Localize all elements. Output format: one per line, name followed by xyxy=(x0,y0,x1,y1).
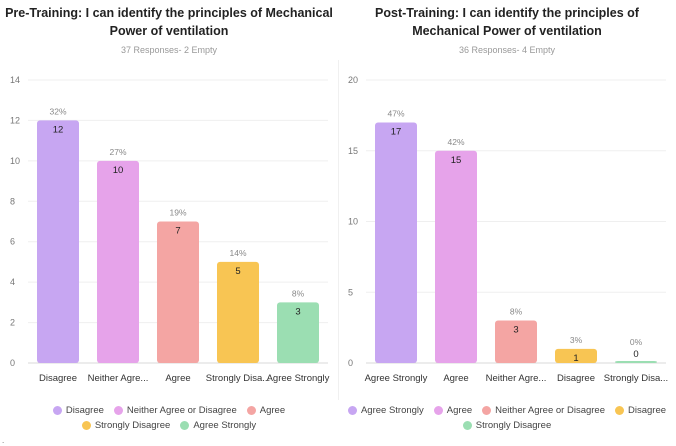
legend-entry: Disagree xyxy=(52,405,104,416)
panel-divider xyxy=(338,60,339,400)
legend-entry: Agree Strongly xyxy=(180,420,256,431)
x-tick-label: Neither Agre... xyxy=(486,373,547,384)
chart-title: Post-Training: I can identify the princi… xyxy=(375,6,639,38)
y-tick-label: 10 xyxy=(348,217,358,227)
legend-swatch xyxy=(52,406,62,415)
legend-entry: Strongly Disagree xyxy=(81,420,171,431)
legend-label: Disagree xyxy=(65,405,104,416)
x-tick-label: Agree Strongly xyxy=(365,373,428,384)
percent-label: 42% xyxy=(447,137,464,147)
y-tick-label: 10 xyxy=(10,156,20,166)
legend-entry: Strongly Disagree xyxy=(462,420,552,431)
legend-label: Agree xyxy=(259,405,286,416)
y-tick-label: 4 xyxy=(10,277,15,287)
x-tick-label: Strongly Disa... xyxy=(604,373,668,384)
legend-label: Agree Strongly xyxy=(360,405,424,416)
value-label: 17 xyxy=(391,126,402,137)
legend-label: Agree Strongly xyxy=(193,420,257,431)
legend-label: Agree xyxy=(446,405,473,416)
value-label: 3 xyxy=(513,325,518,336)
value-label: 7 xyxy=(175,226,180,237)
y-tick-label: 8 xyxy=(10,196,15,206)
y-tick-label: 6 xyxy=(10,237,15,247)
legend-label: Neither Agree or Disagree xyxy=(126,405,237,416)
legend-entry: Agree xyxy=(246,405,286,416)
y-tick-label: 5 xyxy=(348,287,353,297)
y-tick-label: 2 xyxy=(10,318,15,328)
x-tick-label: Agree Strongly xyxy=(267,373,330,384)
percent-label: 3% xyxy=(570,335,583,345)
legend-swatch xyxy=(246,406,256,415)
footnote-mark: . xyxy=(2,436,5,445)
percent-label: 8% xyxy=(292,288,305,298)
post-training-panel: Post-Training: I can identify the princi… xyxy=(338,0,676,446)
percent-label: 47% xyxy=(387,108,404,118)
bar xyxy=(37,120,79,363)
bar xyxy=(495,320,537,363)
bar xyxy=(217,261,259,363)
x-tick-label: Disagree xyxy=(557,373,595,384)
legend-entry: Disagree xyxy=(615,405,666,416)
legend-entry: Neither Agree or Disagree xyxy=(482,405,605,416)
bar xyxy=(157,221,199,363)
y-tick-label: 0 xyxy=(10,358,15,368)
legend-entry: Neither Agree or Disagree xyxy=(113,405,237,416)
bar xyxy=(277,302,319,363)
legend-swatch xyxy=(113,406,123,415)
y-tick-label: 12 xyxy=(10,115,20,125)
y-tick-label: 15 xyxy=(348,146,358,156)
legend-entry: Agree xyxy=(433,405,473,416)
chart-subtitle: 36 Responses- 4 Empty xyxy=(458,45,556,55)
chart-subtitle: 37 Responses- 2 Empty xyxy=(120,45,218,55)
x-tick-label: Agree xyxy=(443,373,468,384)
value-label: 3 xyxy=(295,306,300,317)
legend-swatch xyxy=(347,406,357,415)
value-label: 1 xyxy=(573,353,578,364)
x-tick-label: Agree xyxy=(165,373,190,384)
percent-label: 0% xyxy=(630,337,643,347)
pre-training-panel: Pre-Training: I can identify the princip… xyxy=(4,6,334,431)
y-tick-label: 14 xyxy=(10,75,20,85)
value-label: 10 xyxy=(113,165,124,176)
legend-label: Strongly Disagree xyxy=(475,420,552,431)
legend-label: Disagree xyxy=(628,405,667,416)
bar xyxy=(375,122,417,363)
bar xyxy=(97,160,139,363)
legend-label: Strongly Disagree xyxy=(94,420,171,431)
percent-label: 19% xyxy=(169,208,186,218)
bar xyxy=(555,348,597,363)
value-label: 0 xyxy=(633,349,638,360)
bar xyxy=(615,361,657,363)
bar xyxy=(435,150,477,363)
x-tick-label: Strongly Disa... xyxy=(206,373,270,384)
chart-legend: Agree Strongly Agree Neither Agree or Disa… xyxy=(342,405,672,431)
chart-legend: Disagree Neither Agree or Disagree Agree St… xyxy=(4,405,334,431)
x-tick-label: Neither Agre... xyxy=(88,373,149,384)
value-label: 5 xyxy=(235,266,240,277)
chart-title: Pre-Training: I can identify the princip… xyxy=(5,6,333,38)
y-tick-label: 0 xyxy=(348,358,353,368)
legend-swatch xyxy=(180,421,190,430)
legend-swatch xyxy=(81,421,91,430)
percent-label: 27% xyxy=(109,147,126,157)
percent-label: 14% xyxy=(229,248,246,258)
legend-swatch xyxy=(482,406,492,415)
legend-entry: Agree Strongly xyxy=(347,405,424,416)
legend-swatch xyxy=(433,406,443,415)
legend-swatch xyxy=(615,406,624,415)
legend-label: Neither Agree or Disagree xyxy=(495,405,605,416)
value-label: 12 xyxy=(53,124,64,135)
legend-swatch xyxy=(462,421,472,430)
percent-label: 32% xyxy=(49,106,66,116)
percent-label: 8% xyxy=(510,307,523,317)
x-tick-label: Disagree xyxy=(39,373,77,384)
value-label: 15 xyxy=(451,155,462,166)
pre-training-bar-chart: 0 2 4 6 8 10 12 14 32% 12 Disagree 27% 10 Neither Agr… xyxy=(10,75,330,384)
y-tick-label: 20 xyxy=(348,75,358,85)
